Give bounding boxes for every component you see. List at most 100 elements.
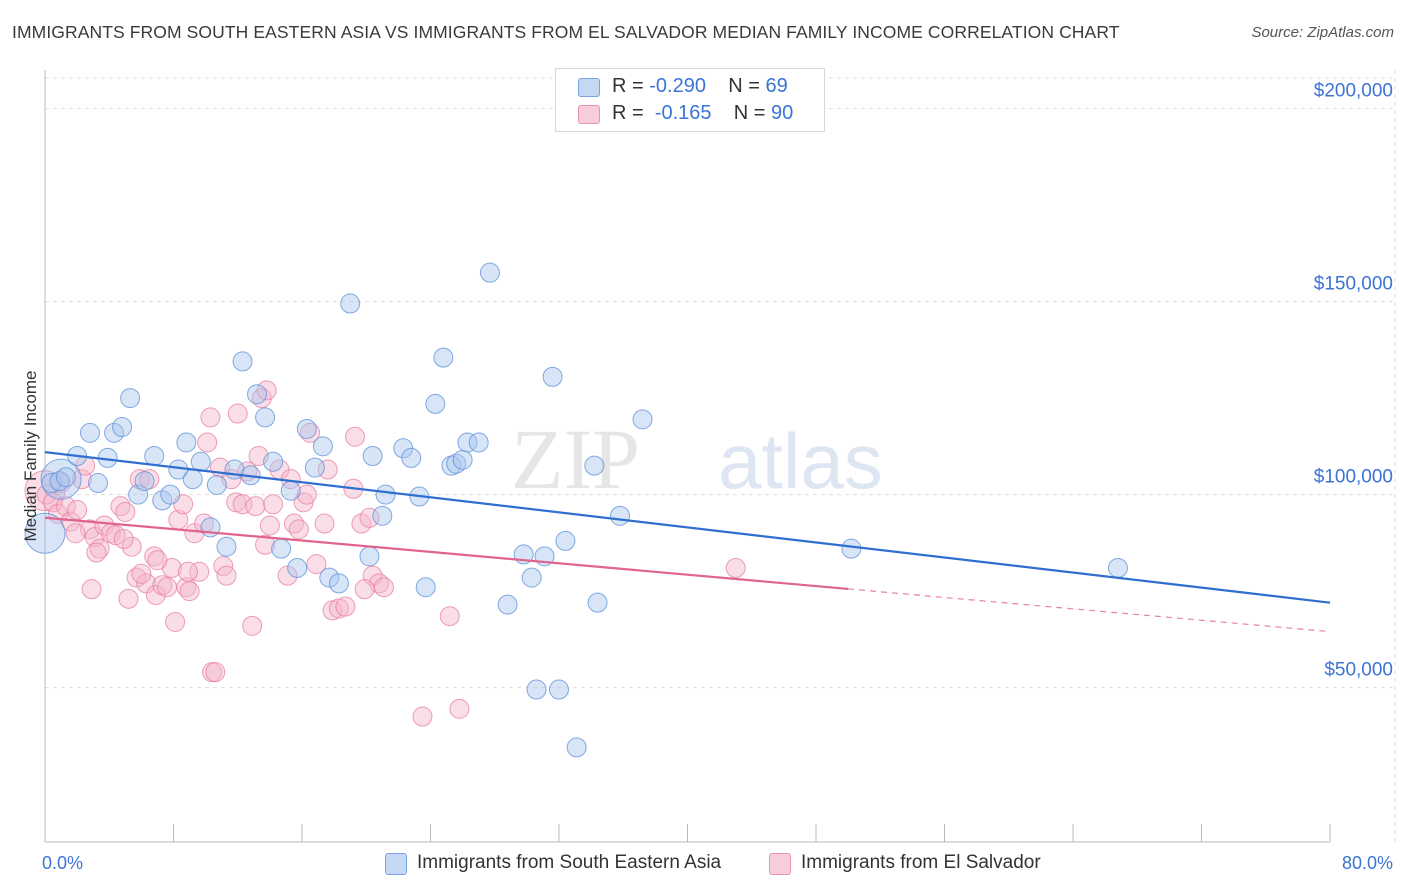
point-el-salvador: [165, 611, 186, 632]
point-el-salvador: [373, 577, 394, 598]
point-el-salvador: [255, 534, 276, 555]
point-south-eastern-asia: [362, 446, 383, 466]
point-el-salvador: [147, 550, 168, 571]
point-el-salvador: [263, 494, 284, 515]
chart-title: IMMIGRANTS FROM SOUTH EASTERN ASIA VS IM…: [12, 22, 1120, 42]
point-south-eastern-asia: [542, 366, 563, 387]
trend-line-south-eastern-asia: [44, 451, 1331, 604]
point-south-eastern-asia: [521, 567, 542, 588]
point-south-eastern-asia: [425, 393, 446, 414]
point-south-eastern-asia: [375, 484, 396, 505]
point-el-salvador: [86, 542, 107, 563]
point-south-eastern-asia: [206, 474, 227, 495]
point-el-salvador: [300, 422, 321, 443]
y-tick-label: $150,000: [1314, 274, 1393, 295]
point-el-salvador: [144, 546, 165, 567]
point-south-eastern-asia: [160, 484, 181, 505]
point-el-salvador: [194, 513, 215, 534]
point-south-eastern-asia: [372, 505, 393, 526]
trend-line-el-salvador: [44, 516, 849, 591]
point-south-eastern-asia: [182, 469, 203, 490]
point-el-salvador: [232, 494, 253, 515]
point-south-eastern-asia: [415, 577, 436, 598]
point-el-salvador: [227, 403, 248, 424]
series-south-eastern-asia-points: [24, 262, 1128, 758]
point-el-salvador: [354, 579, 375, 600]
point-el-salvador: [359, 507, 380, 528]
point-el-salvador: [197, 432, 218, 453]
bottom-legend-swatch-blue: [385, 853, 407, 875]
point-south-eastern-asia: [120, 388, 141, 409]
bottom-legend-label: Immigrants from South Eastern Asia: [417, 852, 722, 873]
y-axis-label: Median Family Income: [21, 370, 40, 542]
point-el-salvador: [245, 496, 266, 517]
point-south-eastern-asia: [271, 538, 292, 559]
point-el-salvador: [71, 469, 92, 490]
point-south-eastern-asia: [549, 679, 569, 700]
legend-n-value: 90: [771, 102, 794, 124]
point-south-eastern-asia: [452, 449, 473, 470]
point-south-eastern-asia: [255, 407, 276, 428]
point-el-salvador: [157, 577, 178, 598]
point-el-salvador: [317, 459, 338, 480]
point-el-salvador: [345, 426, 366, 447]
point-south-eastern-asia: [566, 737, 587, 758]
watermark-text-atlas: atlas: [718, 417, 883, 505]
point-south-eastern-asia: [134, 471, 155, 492]
point-south-eastern-asia: [287, 557, 308, 578]
point-south-eastern-asia: [328, 573, 349, 594]
point-south-eastern-asia: [232, 351, 253, 372]
point-south-eastern-asia: [340, 293, 361, 314]
point-south-eastern-asia: [1107, 557, 1128, 578]
point-south-eastern-asia: [497, 594, 518, 615]
point-el-salvador: [288, 519, 309, 540]
legend-r-label: R =: [612, 102, 644, 124]
trend-lines: [44, 451, 1331, 633]
point-el-salvador: [115, 501, 136, 522]
point-south-eastern-asia: [584, 455, 605, 476]
point-el-salvador: [145, 584, 166, 605]
point-south-eastern-asia: [468, 432, 489, 453]
watermark: ZIP atlas: [511, 411, 883, 507]
point-south-eastern-asia: [190, 451, 211, 472]
point-el-salvador: [335, 596, 356, 617]
legend-r-value: -0.290: [649, 75, 706, 97]
point-el-salvador: [439, 606, 460, 627]
point-south-eastern-asia: [263, 451, 284, 472]
point-el-salvador: [179, 581, 200, 602]
legend-swatch-pink: [578, 105, 600, 124]
x-tick-label: 80.0%: [1342, 853, 1393, 873]
source-note: Source: ZipAtlas.com: [1251, 24, 1394, 41]
point-el-salvador: [725, 557, 746, 578]
point-south-eastern-asia: [144, 446, 165, 466]
point-el-salvador: [177, 561, 198, 582]
point-el-salvador: [205, 662, 226, 683]
point-south-eastern-asia: [128, 484, 149, 505]
point-south-eastern-asia: [401, 447, 422, 468]
point-south-eastern-asia: [296, 418, 317, 439]
point-el-salvador: [306, 554, 327, 575]
point-south-eastern-asia: [112, 417, 133, 438]
point-south-eastern-asia: [526, 679, 547, 700]
point-el-salvador: [189, 561, 210, 582]
point-el-salvador: [36, 484, 57, 505]
point-el-salvador: [131, 563, 152, 584]
point-south-eastern-asia: [587, 592, 608, 613]
point-el-salvador: [449, 698, 470, 719]
watermark-text-zip: ZIP: [511, 411, 640, 507]
point-south-eastern-asia: [312, 436, 333, 457]
point-south-eastern-asia: [610, 505, 631, 526]
bottom-legend-label: Immigrants from El Salvador: [801, 852, 1041, 873]
legend-r-label: R =: [612, 75, 644, 97]
point-south-eastern-asia: [555, 530, 576, 551]
y-tick-labels: $50,000 $100,000 $150,000 $200,000: [1314, 81, 1393, 681]
point-south-eastern-asia: [79, 422, 100, 443]
point-south-eastern-asia: [841, 538, 862, 559]
point-south-eastern-asia: [446, 453, 467, 474]
legend-n-label: N =: [728, 75, 760, 97]
point-south-eastern-asia: [216, 536, 237, 557]
x-tick-label: 0.0%: [42, 853, 83, 873]
point-south-eastern-asia: [457, 432, 478, 453]
point-south-eastern-asia: [359, 546, 380, 567]
